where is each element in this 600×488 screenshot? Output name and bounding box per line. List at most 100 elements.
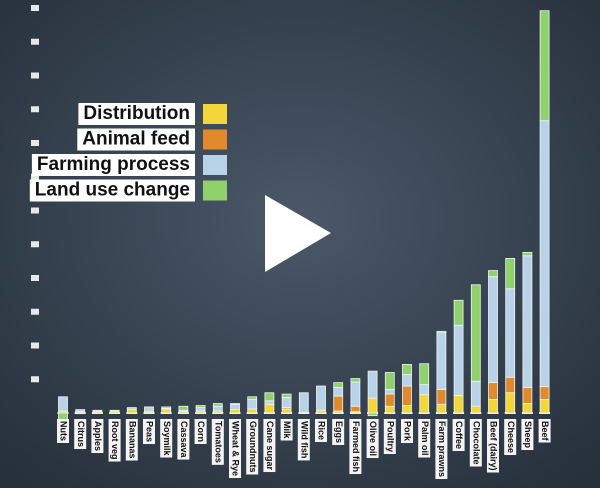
category-label-group: Cane sugar [263, 419, 276, 473]
category-label-group: Palm oil [418, 419, 431, 458]
category-label: Nuts [59, 421, 69, 441]
category-label-box [504, 419, 517, 456]
category-label: Pork [403, 421, 413, 442]
category-label-box [143, 419, 155, 445]
category-label-box [177, 419, 190, 460]
bar-segment [230, 403, 240, 405]
category-label-group: Beef (dairy) [487, 419, 499, 473]
category-label-group: Sheep [521, 419, 534, 451]
category-label: Olive oil [368, 421, 378, 456]
category-label: Cassava [179, 421, 189, 459]
category-label-box [108, 419, 121, 462]
legend-label: Farming process [37, 154, 190, 175]
bar-segment [436, 388, 447, 405]
bar-segment [539, 386, 550, 400]
legend-swatch [203, 104, 227, 124]
bar-segment [281, 393, 292, 398]
bar-segment [419, 363, 430, 386]
category-label-group: Rice [315, 419, 327, 443]
bar-segment [161, 406, 172, 409]
category-label-group: Beef [538, 419, 551, 443]
bar-segment [350, 405, 361, 413]
y-tick [31, 241, 39, 248]
bar-segment [453, 299, 464, 326]
bar-segment [298, 392, 309, 413]
category-label-group: Tomatoes [211, 419, 224, 465]
category-label: Chocolate [471, 421, 481, 465]
bar-segment [436, 332, 447, 390]
bar-segment [195, 407, 206, 412]
bar-segment [264, 392, 275, 402]
category-label-box [74, 419, 87, 450]
bar-segment [470, 405, 481, 414]
bar-segment [488, 399, 498, 414]
bar-segment [419, 384, 430, 396]
category-label-box [91, 419, 104, 454]
bar-segment [488, 270, 498, 278]
bar-segment [316, 409, 326, 414]
y-tick [31, 5, 39, 11]
bar-segment [367, 370, 378, 399]
category-label-group: Soymilk [160, 419, 173, 458]
bar-segment [505, 288, 516, 378]
bar-segment [58, 396, 68, 412]
play-button[interactable] [265, 195, 331, 272]
category-label: Apples [93, 421, 103, 451]
bar-segment [402, 405, 412, 414]
category-label-box [418, 419, 431, 458]
category-label-group: Cassava [177, 419, 190, 460]
category-label-box [366, 419, 379, 459]
legend-box [78, 103, 195, 125]
bar-segment [522, 386, 533, 404]
bar-segment [384, 372, 395, 390]
category-label-group: Coffee [452, 419, 465, 452]
category-label-box [57, 419, 69, 443]
category-label-box [487, 419, 499, 473]
y-tick [31, 140, 39, 146]
category-label-box [280, 419, 293, 441]
category-label-box [194, 419, 207, 444]
category-label: Beef [540, 421, 550, 442]
category-label-group: Chocolate [469, 419, 482, 467]
category-label-group: Wild fish [297, 419, 310, 461]
bar-segment [195, 405, 206, 409]
bar-segment [144, 406, 154, 413]
category-label: Rice [317, 421, 327, 440]
category-label-group: Apples [91, 419, 104, 454]
legend-box [31, 154, 195, 176]
category-label: Coffee [454, 421, 464, 449]
category-label-group: Peas [143, 419, 155, 445]
bar-segment [212, 405, 223, 412]
category-label-box [125, 419, 138, 461]
bar-segment [384, 393, 395, 407]
category-label-group: Olive oil [366, 419, 379, 459]
bar-segment [539, 399, 550, 414]
y-tick [31, 38, 39, 45]
category-label: Palm oil [420, 421, 430, 456]
category-label: Root veg [110, 421, 120, 460]
bar-segment [230, 409, 240, 414]
category-label-box [160, 419, 173, 458]
category-label-group: Pork [401, 419, 413, 444]
category-label: Wheat & Rye [231, 421, 241, 476]
bar-segment [247, 408, 258, 414]
bar-segment [247, 396, 258, 400]
category-label-group: Wheat & Rye [229, 419, 241, 479]
bar-segment [75, 412, 86, 415]
category-label: Soymilk [162, 421, 172, 457]
y-tick [31, 72, 39, 79]
bar-segment [264, 403, 275, 414]
legend-box [77, 128, 195, 151]
category-label-box [383, 419, 396, 455]
category-label-box [332, 419, 345, 446]
category-label: Corn [196, 421, 206, 442]
bar-segment [384, 405, 395, 414]
bar-segment [470, 380, 481, 407]
category-label-group: Corn [194, 419, 207, 444]
bar-segment [126, 409, 137, 414]
bar-segment [419, 394, 430, 414]
bar-segment [539, 10, 550, 122]
category-label-group: Farm prawns [435, 419, 448, 480]
bar-segment [161, 408, 172, 414]
